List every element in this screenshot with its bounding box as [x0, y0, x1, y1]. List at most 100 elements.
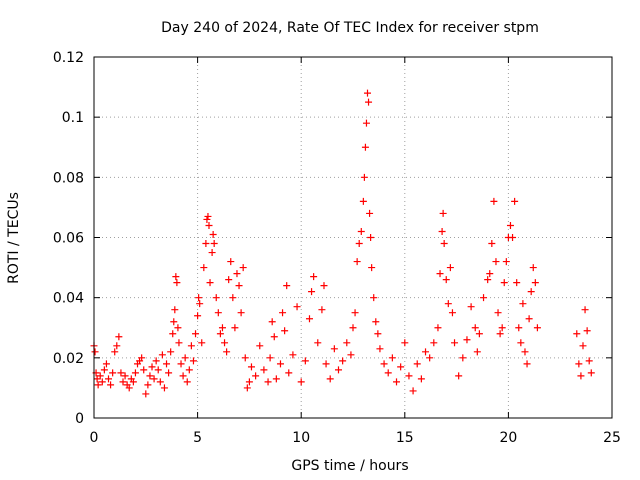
data-point	[455, 372, 463, 380]
data-point	[283, 282, 291, 290]
data-point	[366, 209, 374, 217]
data-point	[195, 294, 203, 302]
data-point	[198, 339, 206, 347]
data-point	[177, 360, 185, 368]
data-point	[355, 240, 363, 248]
data-point	[502, 258, 510, 266]
data-point	[587, 369, 595, 377]
data-point	[98, 378, 106, 386]
data-point	[165, 369, 173, 377]
data-point	[519, 300, 527, 308]
y-tick-label: 0.04	[53, 291, 84, 307]
data-point	[320, 282, 328, 290]
data-point	[138, 354, 146, 362]
data-point	[260, 366, 268, 374]
data-point	[575, 360, 583, 368]
data-point	[264, 378, 272, 386]
data-point	[397, 363, 405, 371]
data-point	[229, 294, 237, 302]
data-point	[171, 306, 179, 314]
data-point	[486, 270, 494, 278]
data-point	[494, 309, 502, 317]
data-point	[247, 363, 255, 371]
x-tick-label: 15	[396, 430, 414, 446]
data-point	[125, 384, 133, 392]
data-point	[343, 339, 351, 347]
data-point	[473, 348, 481, 356]
data-point	[160, 384, 168, 392]
data-point	[357, 227, 365, 235]
data-point	[448, 309, 456, 317]
data-point	[279, 309, 287, 317]
data-point	[297, 378, 305, 386]
data-point	[174, 324, 182, 332]
data-point	[581, 306, 589, 314]
data-point	[318, 306, 326, 314]
y-tick-label: 0.08	[53, 170, 84, 186]
data-point	[531, 279, 539, 287]
data-point	[579, 342, 587, 350]
data-point	[339, 357, 347, 365]
data-point	[442, 276, 450, 284]
data-point	[239, 264, 247, 272]
data-point	[401, 339, 409, 347]
data-point	[105, 375, 113, 383]
data-point	[102, 360, 110, 368]
data-point	[94, 381, 102, 389]
data-point	[150, 375, 158, 383]
data-point	[270, 333, 278, 341]
data-point	[515, 324, 523, 332]
data-point	[322, 360, 330, 368]
data-point	[289, 351, 297, 359]
data-point	[444, 300, 452, 308]
data-point	[194, 312, 202, 320]
data-point	[521, 348, 529, 356]
data-point	[285, 369, 293, 377]
data-point	[142, 390, 150, 398]
data-point	[185, 366, 193, 374]
data-point	[266, 354, 274, 362]
grid-lines	[94, 57, 612, 418]
data-point	[361, 143, 369, 151]
data-point	[272, 375, 280, 383]
data-point	[179, 372, 187, 380]
y-tick-label: 0.06	[53, 231, 84, 247]
data-point	[359, 197, 367, 205]
data-point	[583, 327, 591, 335]
data-point	[376, 345, 384, 353]
data-point	[417, 375, 425, 383]
data-point	[192, 330, 200, 338]
data-point	[154, 366, 162, 374]
data-point	[527, 288, 535, 296]
data-point	[152, 357, 160, 365]
data-point	[109, 369, 117, 377]
data-point	[426, 354, 434, 362]
data-point	[436, 270, 444, 278]
data-point	[268, 318, 276, 326]
data-point	[384, 369, 392, 377]
data-point	[115, 333, 123, 341]
data-point	[334, 366, 342, 374]
x-axis-label: GPS time / hours	[291, 458, 408, 474]
data-point	[252, 372, 260, 380]
data-point	[525, 315, 533, 323]
data-point	[91, 348, 99, 356]
data-point	[235, 282, 243, 290]
data-point	[121, 372, 129, 380]
data-point	[196, 300, 204, 308]
data-point	[170, 318, 178, 326]
data-point	[413, 360, 421, 368]
data-point	[225, 276, 233, 284]
data-point	[233, 270, 241, 278]
data-point	[364, 89, 372, 97]
x-tick-label: 25	[603, 430, 621, 446]
data-point	[189, 357, 197, 365]
data-point	[365, 98, 373, 106]
data-point	[113, 342, 121, 350]
data-point	[498, 324, 506, 332]
x-tick-label: 5	[193, 430, 202, 446]
data-point	[439, 209, 447, 217]
data-point	[119, 378, 127, 386]
data-point	[326, 375, 334, 383]
